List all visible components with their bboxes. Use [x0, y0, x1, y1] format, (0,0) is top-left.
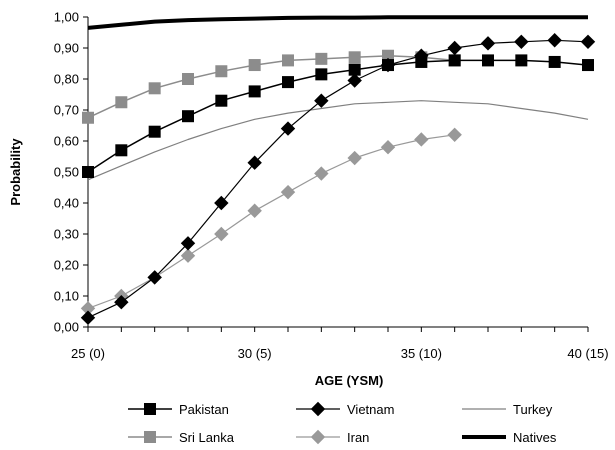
y-tick-label: 0,60	[54, 134, 79, 149]
y-axis-title: Probability	[8, 138, 23, 206]
legend-swatch-marker	[144, 403, 156, 415]
series-layer	[80, 15, 596, 325]
series-iran	[80, 127, 462, 316]
data-point-sri-lanka	[82, 111, 94, 124]
x-axis: 25 (0) 30 (5) 35 (10) 40 (15)	[71, 326, 609, 361]
data-point-vietnam	[80, 310, 96, 325]
data-point-pakistan	[82, 166, 94, 178]
x-axis-title: AGE (YSM)	[315, 373, 384, 388]
legend-label: Sri Lanka	[179, 430, 235, 445]
data-point-vietnam	[347, 73, 362, 88]
data-point-sri-lanka	[282, 54, 294, 67]
legend-label: Iran	[347, 430, 369, 445]
data-point-iran	[214, 226, 229, 242]
data-point-sri-lanka	[348, 51, 361, 64]
legend-swatch-marker	[310, 429, 326, 445]
legend: Pakistan Vietnam Turkey Sri Lanka Iran Native…	[128, 401, 557, 445]
data-point-vietnam	[414, 48, 429, 63]
y-tick-label: 0,40	[54, 196, 79, 211]
data-point-vietnam	[380, 57, 396, 73]
data-point-sri-lanka	[248, 59, 261, 72]
series-line-natives	[87, 15, 588, 30]
data-point-sri-lanka	[315, 52, 328, 65]
data-point-pakistan	[582, 59, 594, 72]
data-point-iran	[247, 203, 262, 218]
data-point-vietnam	[514, 34, 529, 50]
legend-label: Turkey	[513, 402, 553, 417]
y-tick-label: 0,20	[54, 258, 79, 273]
data-point-pakistan	[448, 54, 461, 67]
data-point-iran	[447, 127, 462, 143]
data-point-vietnam	[214, 195, 229, 211]
data-point-vietnam	[114, 294, 129, 310]
data-point-sri-lanka	[182, 73, 194, 85]
series-line-vietnam	[87, 39, 589, 319]
data-point-pakistan	[215, 94, 228, 107]
series-line-pakistan	[87, 59, 589, 173]
series-vietnam	[80, 33, 596, 325]
data-point-vietnam	[447, 40, 462, 56]
legend-swatch-marker	[310, 401, 326, 417]
data-point-vietnam	[280, 121, 296, 136]
x-tick-label: 25 (0)	[71, 346, 105, 361]
legend-label: Natives	[513, 430, 557, 445]
y-tick-label: 0,90	[54, 41, 79, 56]
data-point-pakistan	[482, 54, 494, 67]
x-tick-label: 35 (10)	[401, 346, 442, 361]
y-tick-label: 0,80	[54, 72, 79, 87]
y-tick-label: 1,00	[54, 10, 79, 25]
data-point-sri-lanka	[148, 82, 161, 95]
data-point-vietnam	[480, 36, 496, 51]
data-point-vietnam	[314, 93, 329, 108]
data-point-iran	[180, 248, 196, 263]
legend-item-pakistan: Pakistan	[128, 402, 229, 417]
data-point-iran	[414, 132, 429, 147]
y-tick-label: 0,30	[54, 227, 79, 242]
data-point-pakistan	[282, 76, 294, 89]
data-point-sri-lanka	[115, 96, 128, 109]
y-tick-label: 0,00	[54, 320, 79, 335]
data-point-iran	[347, 150, 362, 166]
data-point-pakistan	[182, 110, 194, 123]
data-point-vietnam	[147, 270, 162, 285]
series-line-turkey	[87, 100, 589, 181]
y-tick-label: 0,10	[54, 289, 79, 304]
legend-label: Vietnam	[347, 402, 394, 417]
data-point-sri-lanka	[215, 65, 228, 78]
y-tick-label: 0,50	[54, 165, 79, 180]
legend-item-iran: Iran	[296, 429, 369, 445]
data-point-iran	[380, 139, 396, 155]
legend-item-natives: Natives	[462, 430, 557, 445]
legend-label: Pakistan	[179, 402, 229, 417]
x-tick-label: 30 (5)	[238, 346, 272, 361]
data-point-pakistan	[515, 54, 528, 67]
legend-item-vietnam: Vietnam	[296, 401, 394, 417]
legend-swatch-marker	[144, 431, 156, 443]
data-point-vietnam	[247, 155, 262, 170]
series-line-iran	[87, 134, 455, 309]
series-turkey	[87, 100, 589, 181]
legend-item-sri-lanka: Sri Lanka	[128, 430, 235, 445]
y-axis: 0,00 0,10 0,20 0,30 0,40 0,50 0,60 0,70 0,80 0,90…	[54, 10, 89, 335]
data-point-pakistan	[548, 55, 561, 68]
data-point-vietnam	[580, 34, 596, 50]
legend-item-turkey: Turkey	[462, 402, 553, 417]
data-point-iran	[280, 184, 296, 200]
data-point-pakistan	[315, 68, 328, 81]
x-tick-label: 40 (15)	[567, 346, 608, 361]
data-point-pakistan	[115, 144, 128, 157]
series-natives	[87, 15, 588, 30]
data-point-vietnam	[180, 236, 196, 251]
data-point-pakistan	[248, 85, 261, 98]
data-point-iran	[314, 166, 329, 181]
y-tick-label: 0,70	[54, 103, 79, 118]
series-pakistan	[82, 54, 594, 178]
data-point-pakistan	[148, 125, 161, 138]
data-point-vietnam	[547, 33, 562, 48]
